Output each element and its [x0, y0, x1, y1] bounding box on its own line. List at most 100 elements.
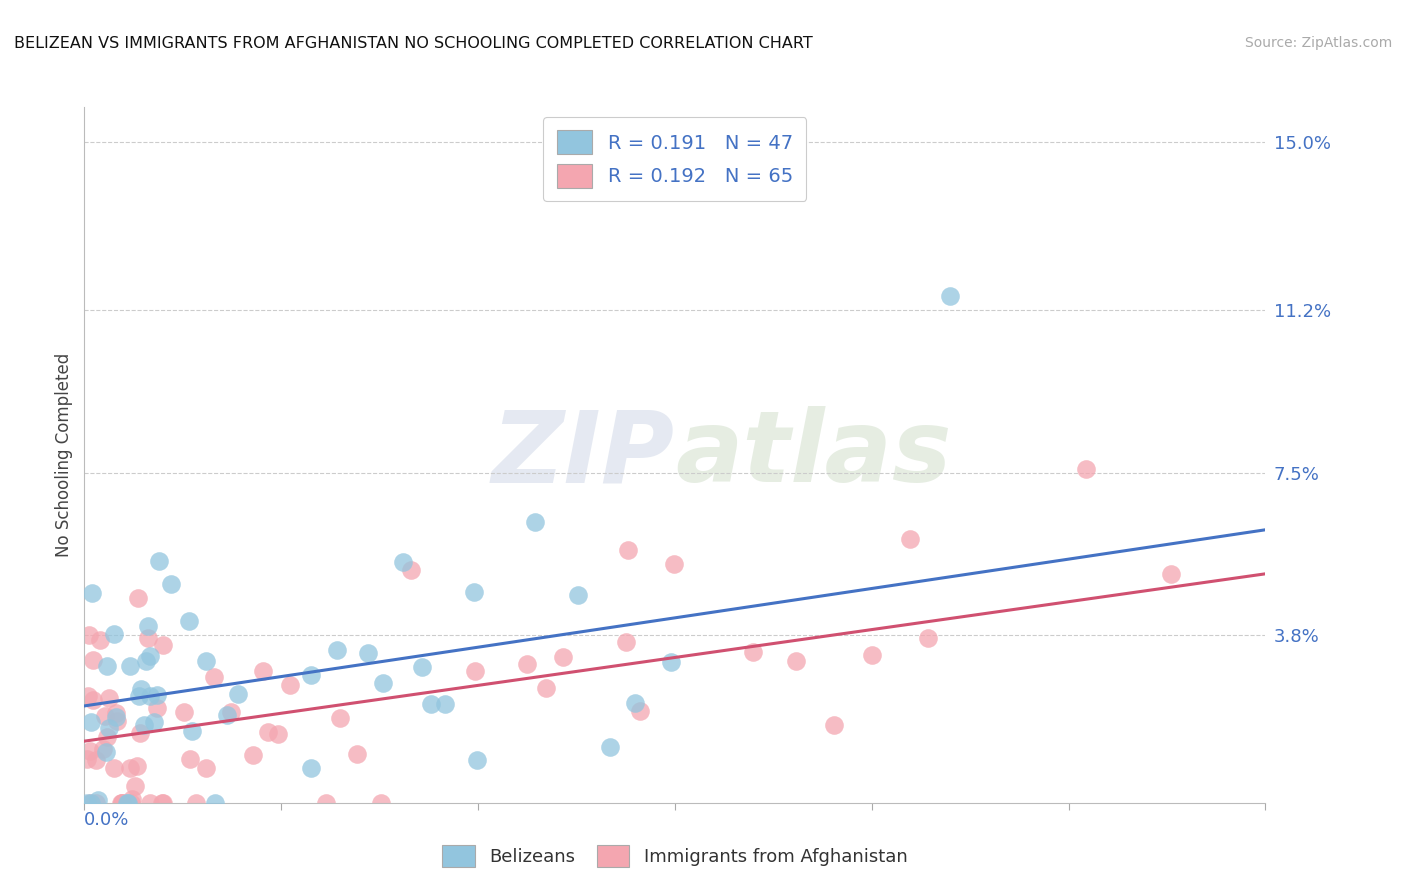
- Point: [105, 714, 128, 728]
- Point: [86, 753, 108, 767]
- Point: [79, 796, 101, 810]
- Point: [315, 796, 337, 810]
- Point: [148, 554, 170, 568]
- Point: [614, 634, 637, 648]
- Point: [785, 654, 807, 668]
- Point: [617, 542, 640, 557]
- Point: [346, 747, 368, 762]
- Point: [136, 618, 159, 632]
- Point: [77, 628, 100, 642]
- Point: [87, 793, 110, 807]
- Point: [391, 555, 413, 569]
- Point: [76, 752, 98, 766]
- Point: [146, 700, 169, 714]
- Point: [371, 676, 394, 690]
- Text: Source: ZipAtlas.com: Source: ZipAtlas.com: [1244, 36, 1392, 50]
- Point: [117, 796, 139, 810]
- Point: [356, 647, 378, 661]
- Point: [82, 693, 104, 707]
- Point: [278, 678, 301, 692]
- Point: [411, 660, 433, 674]
- Point: [742, 645, 765, 659]
- Point: [121, 792, 143, 806]
- Point: [195, 761, 218, 775]
- Point: [80, 796, 103, 810]
- Point: [146, 688, 169, 702]
- Point: [110, 796, 132, 810]
- Point: [127, 759, 149, 773]
- Point: [98, 721, 121, 735]
- Point: [917, 631, 939, 645]
- Point: [103, 627, 125, 641]
- Point: [127, 591, 149, 606]
- Point: [420, 697, 443, 711]
- Point: [217, 708, 239, 723]
- Point: [823, 718, 845, 732]
- Point: [516, 657, 538, 671]
- Point: [177, 614, 200, 628]
- Point: [204, 796, 226, 810]
- Point: [80, 715, 103, 730]
- Point: [124, 780, 146, 794]
- Point: [267, 727, 290, 741]
- Point: [898, 532, 921, 546]
- Point: [465, 753, 488, 767]
- Point: [118, 658, 141, 673]
- Point: [138, 631, 160, 645]
- Point: [84, 796, 107, 810]
- Point: [104, 706, 127, 721]
- Point: [939, 289, 962, 303]
- Point: [97, 691, 120, 706]
- Point: [433, 698, 456, 712]
- Point: [464, 664, 486, 678]
- Point: [1160, 566, 1182, 581]
- Legend: R = 0.191   N = 47, R = 0.192   N = 65: R = 0.191 N = 47, R = 0.192 N = 65: [543, 117, 807, 202]
- Point: [139, 796, 162, 810]
- Point: [152, 796, 174, 810]
- Point: [77, 689, 100, 703]
- Point: [226, 687, 249, 701]
- Point: [80, 586, 103, 600]
- Text: BELIZEAN VS IMMIGRANTS FROM AFGHANISTAN NO SCHOOLING COMPLETED CORRELATION CHART: BELIZEAN VS IMMIGRANTS FROM AFGHANISTAN …: [14, 36, 813, 51]
- Point: [89, 633, 111, 648]
- Point: [179, 751, 201, 765]
- Point: [567, 588, 589, 602]
- Point: [76, 796, 98, 810]
- Text: ZIP: ZIP: [492, 407, 675, 503]
- Point: [252, 664, 274, 678]
- Point: [624, 696, 647, 710]
- Point: [117, 796, 139, 810]
- Point: [139, 649, 162, 664]
- Point: [399, 563, 422, 577]
- Point: [194, 654, 217, 668]
- Legend: Belizeans, Immigrants from Afghanistan: Belizeans, Immigrants from Afghanistan: [434, 838, 915, 874]
- Point: [534, 681, 557, 696]
- Point: [202, 670, 225, 684]
- Point: [132, 717, 155, 731]
- Point: [129, 682, 152, 697]
- Text: atlas: atlas: [675, 407, 952, 503]
- Point: [150, 796, 173, 810]
- Point: [111, 796, 134, 810]
- Point: [143, 715, 166, 730]
- Point: [129, 726, 152, 740]
- Point: [599, 739, 621, 754]
- Point: [242, 747, 264, 762]
- Point: [664, 557, 686, 571]
- Point: [329, 711, 352, 725]
- Point: [79, 744, 101, 758]
- Point: [659, 655, 682, 669]
- Point: [463, 585, 485, 599]
- Point: [110, 796, 132, 810]
- Point: [160, 577, 183, 591]
- Point: [186, 796, 208, 810]
- Point: [103, 761, 125, 775]
- Text: 0.0%: 0.0%: [84, 811, 129, 830]
- Point: [94, 745, 117, 759]
- Point: [173, 705, 195, 719]
- Point: [301, 761, 323, 775]
- Point: [370, 796, 392, 810]
- Point: [180, 724, 202, 739]
- Point: [128, 689, 150, 703]
- Point: [860, 648, 883, 662]
